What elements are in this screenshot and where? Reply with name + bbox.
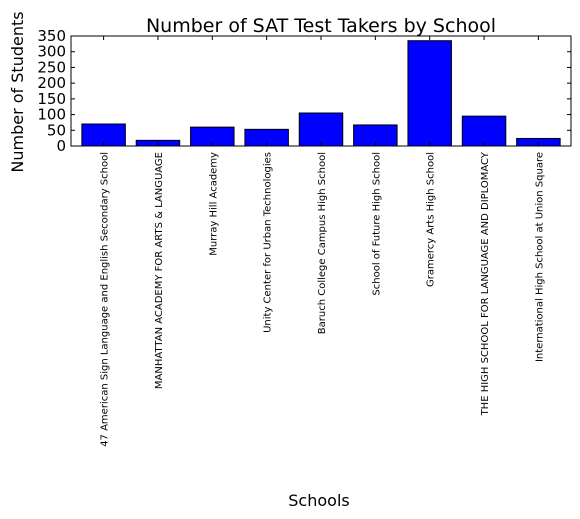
x-tick-label: THE HIGH SCHOOL FOR LANGUAGE AND DIPLOMA… (480, 151, 491, 416)
x-axis-label: Schools (288, 491, 349, 510)
x-tick-label: Baruch College Campus High School (317, 152, 328, 334)
y-axis-label: Number of Students (8, 11, 27, 172)
y-tick-label: 150 (37, 90, 66, 108)
bar (298, 112, 344, 147)
x-tick-label: International High School at Union Squar… (534, 152, 545, 362)
x-tick-label: Unity Center for Urban Technologies (263, 152, 274, 333)
y-tick-label: 250 (37, 58, 66, 76)
x-tick-label: Gramercy Arts High School (426, 152, 437, 287)
plot-frame (70, 35, 572, 147)
y-tick-label: 50 (47, 121, 66, 139)
bar (461, 115, 507, 147)
y-tick-label: 200 (37, 74, 66, 92)
y-tick-label: 350 (37, 27, 66, 45)
y-tick-label: 0 (56, 137, 66, 155)
chart-title: Number of SAT Test Takers by School (146, 15, 496, 37)
y-tick-label: 100 (37, 106, 66, 124)
bar (407, 40, 452, 147)
y-tick-label: 300 (37, 43, 66, 61)
x-tick-label: 47 American Sign Language and English Se… (100, 152, 111, 447)
x-tick-label: MANHATTAN ACADEMY FOR ARTS & LANGUAGE (154, 152, 165, 389)
x-tick-label: School of Future High School (371, 152, 382, 296)
x-tick-label: Murray Hill Academy (208, 152, 219, 256)
